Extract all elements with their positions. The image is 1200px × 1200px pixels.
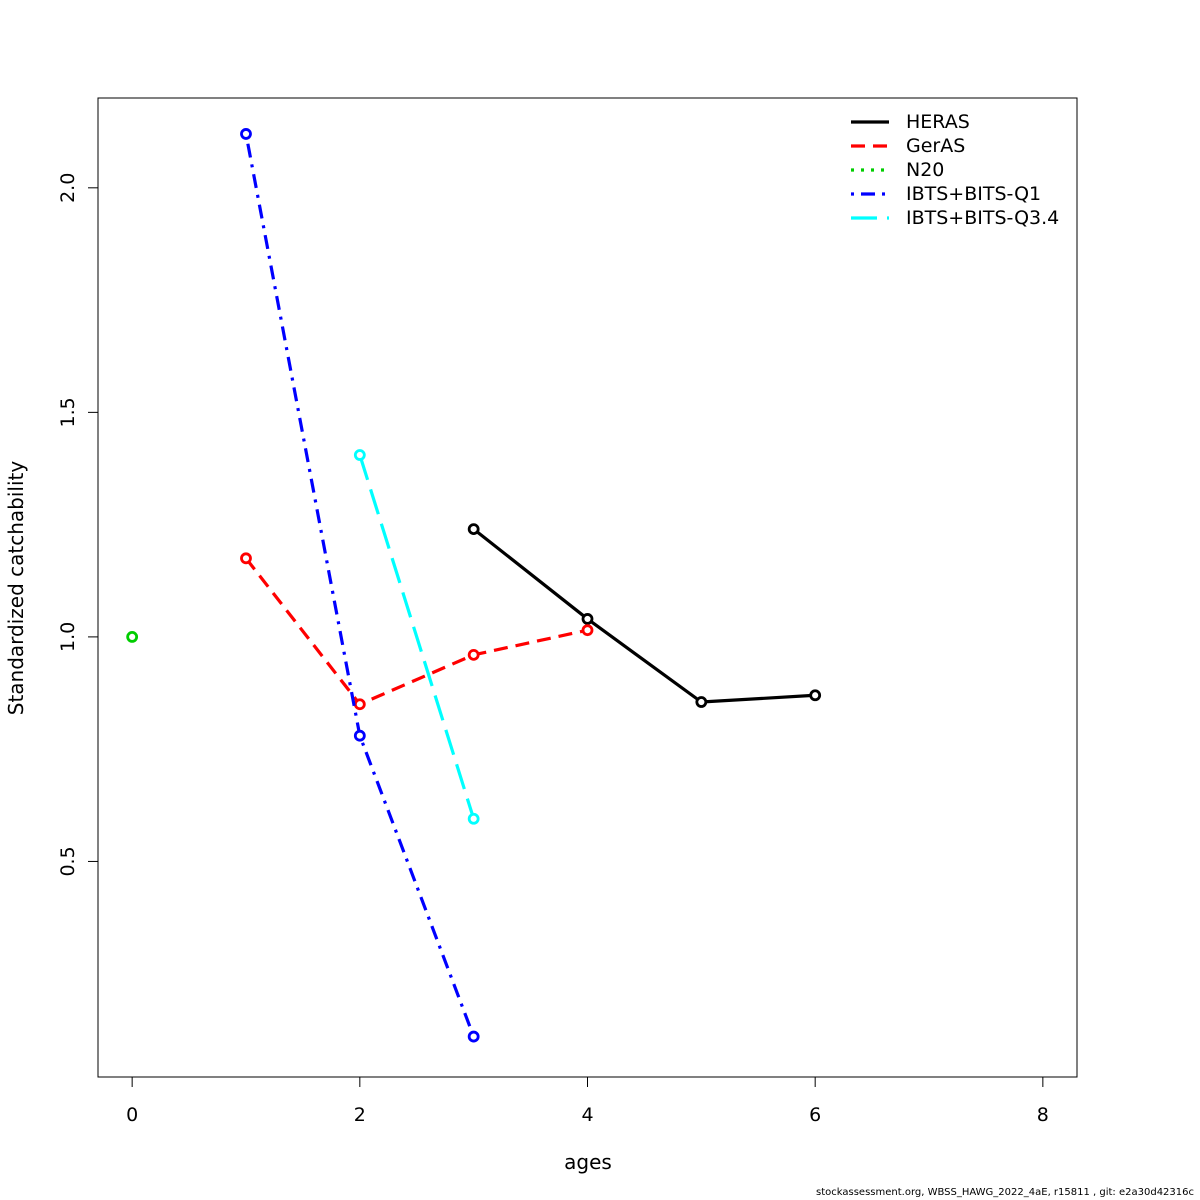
data-point xyxy=(467,648,480,661)
y-tick-label: 2.0 xyxy=(57,173,79,203)
data-point xyxy=(467,523,480,536)
x-tick-label: 4 xyxy=(581,1104,593,1126)
data-point xyxy=(126,630,139,643)
data-point xyxy=(581,613,594,625)
data-point xyxy=(695,696,708,708)
data-point xyxy=(581,624,594,637)
legend-label: N20 xyxy=(906,159,944,181)
series-layer xyxy=(126,128,822,1043)
data-point xyxy=(467,1030,480,1043)
data-point xyxy=(353,729,366,742)
legend-label: GerAS xyxy=(906,135,965,157)
y-tick-label: 0.5 xyxy=(57,846,79,876)
series-line xyxy=(358,454,476,820)
series-IBTS+BITS-Q1 xyxy=(240,128,480,1043)
legend-label: IBTS+BITS-Q1 xyxy=(906,183,1041,205)
x-tick-label: 6 xyxy=(809,1104,821,1126)
data-point xyxy=(240,552,252,565)
x-tick-label: 8 xyxy=(1037,1104,1049,1126)
data-point xyxy=(467,812,480,825)
data-point xyxy=(809,689,822,702)
y-tick-label: 1.5 xyxy=(57,397,79,427)
legend-label: HERAS xyxy=(906,111,970,133)
y-axis-title: Standardized catchability xyxy=(4,461,28,716)
x-axis: 0 2 4 6 8 xyxy=(126,1076,1049,1126)
series-line xyxy=(244,557,588,706)
x-axis-title: ages xyxy=(564,1150,612,1174)
y-tick-label: 1.0 xyxy=(57,622,79,652)
legend-label: IBTS+BITS-Q3.4 xyxy=(906,207,1059,229)
data-point xyxy=(353,449,366,461)
series-IBTS+BITS-Q3.4 xyxy=(353,449,480,825)
data-point xyxy=(240,128,252,140)
y-axis: 0.5 1.0 1.5 2.0 xyxy=(57,173,99,877)
footer-credit: stockassessment.org, WBSS_HAWG_2022_4aE,… xyxy=(816,1187,1194,1198)
x-tick-label: 0 xyxy=(126,1104,138,1126)
series-N20 xyxy=(126,630,139,643)
series-HERAS xyxy=(467,523,822,708)
x-tick-label: 2 xyxy=(354,1104,366,1126)
series-line xyxy=(472,527,816,704)
data-point xyxy=(353,698,366,711)
